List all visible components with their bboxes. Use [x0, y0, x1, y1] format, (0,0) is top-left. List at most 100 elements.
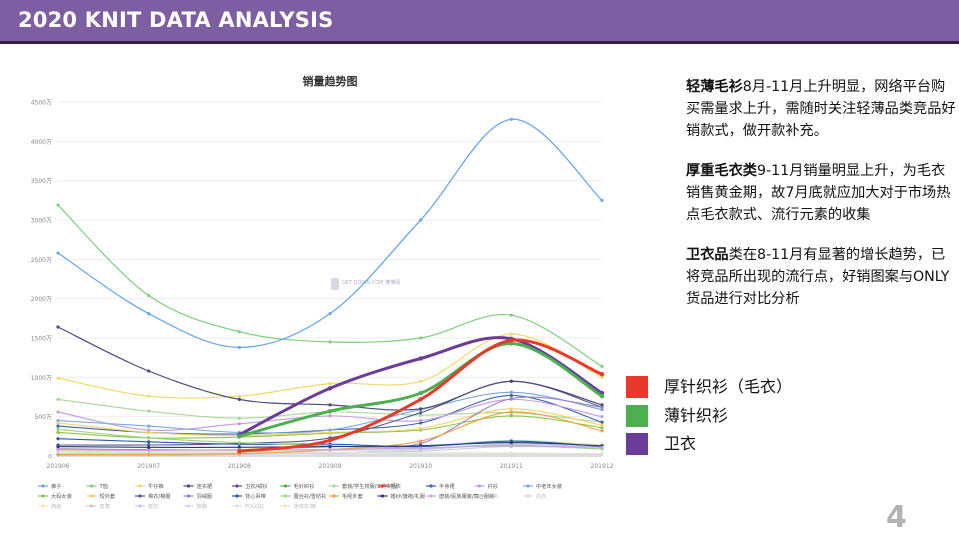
- legend-label: 风衣: [536, 492, 546, 500]
- y-tick-label: 3000万: [31, 218, 52, 225]
- legend-marker: [41, 504, 45, 508]
- legend-label: 背心吊带: [245, 492, 266, 500]
- legend-label: 卫衣/绒衫: [245, 482, 268, 490]
- legend-marker: [186, 484, 191, 488]
- x-tick-label: 201912: [591, 463, 614, 470]
- series-point: [509, 444, 513, 448]
- series-point: [600, 415, 604, 419]
- series-point: [237, 394, 241, 398]
- series-point: [419, 421, 423, 425]
- y-tick-label: 1500万: [31, 336, 52, 343]
- y-tick-label: 500万: [35, 414, 52, 421]
- series-point: [328, 430, 332, 434]
- series-point: [56, 448, 60, 452]
- series-point: [509, 396, 513, 401]
- series-point: [147, 424, 151, 428]
- legend-marker: [138, 484, 142, 488]
- legend-label: 唐装/民族服装/舞台服装: [439, 492, 494, 500]
- series-point: [509, 393, 513, 398]
- legend-label: 抹胸: [197, 502, 207, 510]
- series-point: [418, 390, 423, 396]
- legend-marker: [283, 504, 288, 508]
- legend-label: T恤: [99, 482, 108, 490]
- series-point: [56, 424, 60, 428]
- series-point: [147, 436, 151, 440]
- series-point: [147, 293, 151, 298]
- series-point: [56, 452, 60, 457]
- legend-label: 西装: [51, 502, 61, 510]
- legend-label: 马夹: [488, 492, 498, 500]
- legend-marker: [526, 494, 530, 498]
- sales-trend-chart: 销量趋势图 0 500万 1000万 1500万 2000万 2500万 3000万 3500万…: [31, 74, 614, 510]
- legend-label: 毛呢外套: [342, 492, 364, 500]
- series-point: [237, 345, 241, 350]
- series-point: [237, 397, 241, 401]
- legend-label: 皮草: [100, 502, 110, 510]
- series-point: [147, 443, 151, 447]
- x-tick-label: 201908: [228, 463, 251, 470]
- legend-label: 婚纱/旗袍/礼服: [391, 492, 426, 500]
- y-tick-label: 2500万: [31, 257, 52, 264]
- series-point: [418, 397, 423, 402]
- legend-label: 皮衣: [148, 502, 158, 510]
- series-point: [509, 407, 513, 411]
- legend-marker: [380, 484, 385, 488]
- note-hoodie-title: 卫衣品: [686, 247, 729, 263]
- page-title: 2020 KNIT DATA ANALYSIS: [18, 8, 334, 32]
- series-point: [147, 430, 151, 434]
- page-number: 4: [886, 500, 907, 535]
- series-point: [600, 403, 604, 407]
- legend-label: 蕾丝衫/雪纺衫: [294, 492, 327, 500]
- series-point: [147, 440, 151, 444]
- series-point: [56, 430, 60, 434]
- legend-marker: [380, 494, 385, 498]
- series-point: [419, 452, 423, 456]
- red-swatch: [626, 376, 648, 398]
- series-point: [600, 420, 604, 424]
- highlight-legend-label: 薄针织衫: [664, 406, 729, 425]
- series-point: [56, 397, 60, 401]
- series-point: [237, 445, 241, 449]
- note-heavy-sweater: 厚重毛衣类9-11月销量明显上升，为毛衣销售黄金期，故7月底就应加大对于市场热点…: [686, 160, 958, 226]
- series-point: [509, 390, 513, 394]
- series-point: [147, 448, 151, 453]
- legend-marker: [235, 504, 239, 508]
- legend-marker: [429, 494, 433, 498]
- legend-label: 半身裙: [439, 482, 455, 490]
- legend-label: 中老年女装: [536, 482, 562, 490]
- legend-marker: [283, 484, 288, 488]
- series-point: [419, 413, 423, 417]
- series-point: [327, 408, 333, 414]
- y-tick-label: 4000万: [31, 139, 52, 146]
- legend-marker: [41, 494, 45, 498]
- x-tick-label: 201907: [137, 463, 160, 470]
- series-point: [419, 446, 423, 450]
- series-point: [600, 452, 604, 456]
- series-point: [147, 445, 151, 449]
- series-point: [328, 340, 332, 344]
- series-point: [56, 410, 60, 414]
- series-point: [147, 428, 151, 432]
- x-tick-label: 201906: [47, 463, 70, 470]
- series-point: [509, 117, 513, 121]
- series-point: [328, 451, 332, 455]
- highlight-legend-label: 厚针织衫（毛衣）: [664, 377, 793, 396]
- series-point: [56, 376, 60, 380]
- series-point: [56, 419, 60, 423]
- legend-label: 衬衫: [488, 482, 498, 490]
- legend-label: 大码女装: [51, 492, 72, 500]
- series-point: [328, 382, 332, 386]
- series-point: [419, 419, 423, 423]
- legend-label: 牛仔裤: [148, 482, 164, 490]
- series-point: [419, 336, 423, 340]
- series-point: [600, 429, 604, 433]
- legend-marker: [41, 484, 45, 488]
- series-point: [600, 375, 604, 379]
- series-point: [418, 356, 423, 361]
- series-point: [328, 403, 332, 407]
- series-point: [56, 325, 60, 329]
- series-point: [600, 423, 604, 427]
- series-point: [328, 444, 332, 449]
- series-point: [599, 394, 605, 399]
- legend-marker: [89, 484, 94, 488]
